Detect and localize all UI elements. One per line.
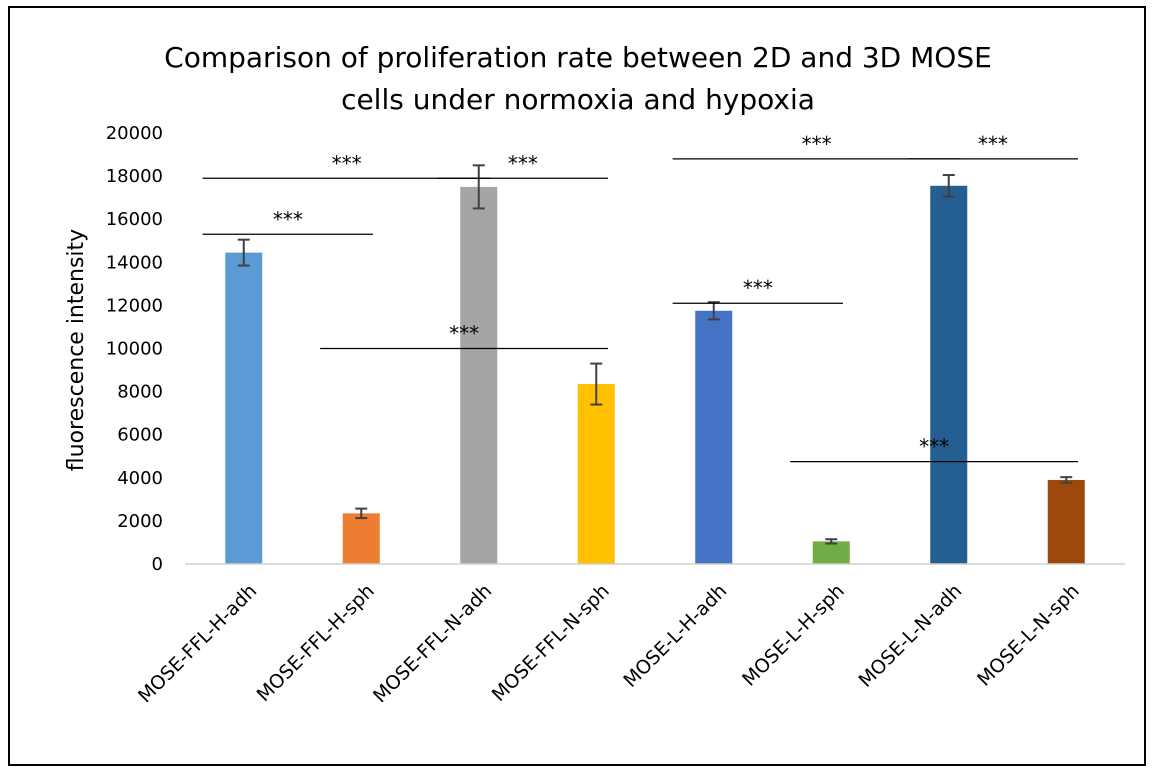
bar-MOSE-L-H-adh — [695, 310, 733, 564]
significance-label: *** — [508, 151, 538, 175]
x-tick-label: MOSE-L-H-adh — [619, 580, 731, 692]
y-tick-label: 20000 — [106, 123, 163, 144]
significance-label: *** — [449, 322, 479, 346]
bar-MOSE-FFL-H-adh — [225, 252, 263, 565]
bar-MOSE-L-N-sph — [1047, 479, 1085, 564]
chart-title-line-1: Comparison of proliferation rate between… — [164, 41, 992, 74]
significance-label: *** — [273, 207, 303, 231]
x-tick-label: MOSE-FFL-H-adh — [134, 580, 261, 707]
y-tick-label: 4000 — [117, 468, 163, 489]
significance-label: *** — [332, 151, 362, 175]
bar-MOSE-L-N-adh — [930, 185, 968, 565]
y-tick-label: 12000 — [106, 295, 163, 316]
x-tick-label: MOSE-FFL-N-adh — [369, 580, 496, 707]
bar-MOSE-FFL-H-sph — [342, 513, 380, 564]
bar-MOSE-FFL-N-adh — [460, 186, 498, 564]
y-tick-label: 10000 — [106, 339, 163, 360]
chart-title-line-2: cells under normoxia and hypoxia — [341, 83, 815, 116]
x-ticks: MOSE-FFL-H-adhMOSE-FFL-H-sphMOSE-FFL-N-a… — [134, 580, 1084, 707]
x-tick-label: MOSE-L-N-adh — [854, 580, 966, 692]
y-tick-label: 2000 — [117, 511, 163, 532]
y-tick-label: 16000 — [106, 209, 163, 230]
significance-label: *** — [919, 435, 949, 459]
bar-MOSE-L-H-sph — [812, 541, 850, 564]
x-tick-label: MOSE-L-H-sph — [738, 580, 849, 691]
x-tick-label: MOSE-FFL-N-sph — [488, 580, 614, 706]
significance-label: *** — [978, 132, 1008, 156]
x-tick-label: MOSE-FFL-H-sph — [253, 580, 379, 706]
significance-label: *** — [802, 132, 832, 156]
bars — [225, 185, 1085, 565]
y-axis-label: fluorescence intensity — [64, 229, 89, 471]
bar-MOSE-FFL-N-sph — [577, 384, 615, 564]
significance-markers: *** *** *** *** *** *** *** *** — [202, 132, 1078, 463]
y-tick-label: 8000 — [117, 382, 163, 403]
x-tick-label: MOSE-L-N-sph — [973, 580, 1084, 691]
y-tick-label: 14000 — [106, 252, 163, 273]
y-ticks: 0 2000 4000 6000 8000 10000 12000 14000 16000 180… — [106, 123, 163, 575]
error-bars — [237, 164, 1073, 545]
y-tick-label: 6000 — [117, 425, 163, 446]
y-tick-label: 18000 — [106, 166, 163, 187]
y-tick-label: 0 — [152, 554, 163, 575]
significance-label: *** — [743, 276, 773, 300]
